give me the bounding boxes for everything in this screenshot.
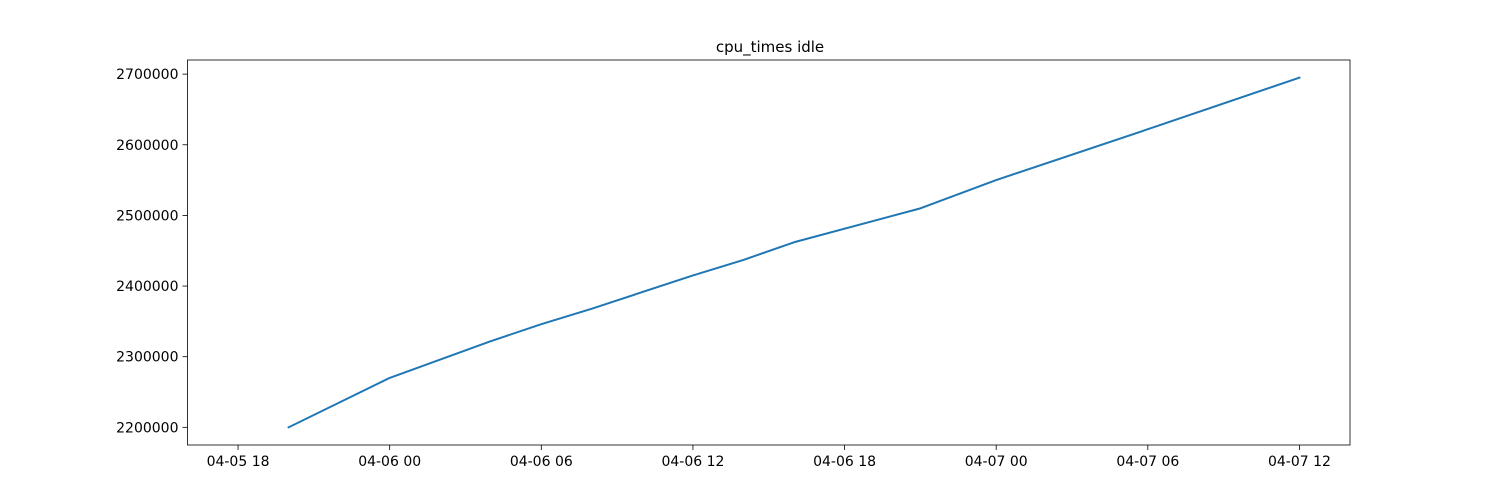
x-tick-label: 04-05 18 — [207, 454, 270, 470]
x-tick-label: 04-06 12 — [661, 454, 724, 470]
y-tick-label: 2200000 — [116, 420, 178, 436]
x-tick-label: 04-06 00 — [358, 454, 421, 470]
y-tick-label: 2300000 — [116, 350, 178, 366]
chart-title: cpu_times idle — [716, 38, 824, 57]
y-tick-label: 2500000 — [116, 208, 178, 224]
y-tick-label: 2400000 — [116, 279, 178, 295]
series-line — [287, 76, 1301, 429]
x-tick-label: 04-06 18 — [813, 454, 876, 470]
x-tick-label: 04-07 00 — [965, 454, 1028, 470]
y-tick-label: 2700000 — [116, 67, 178, 83]
series-layer — [287, 76, 1301, 429]
plot-area-frame — [187, 59, 1351, 446]
x-axis: 04-05 18 04-06 00 04-06 06 04-06 12 04-06 18… — [207, 445, 1331, 470]
y-tick-label: 2600000 — [116, 138, 178, 154]
x-tick-label: 04-07 12 — [1268, 454, 1331, 470]
y-axis: 2200000 2300000 2400000 2500000 2600000 27000… — [116, 67, 188, 436]
x-tick-label: 04-06 06 — [510, 454, 573, 470]
x-tick-label: 04-07 06 — [1116, 454, 1179, 470]
